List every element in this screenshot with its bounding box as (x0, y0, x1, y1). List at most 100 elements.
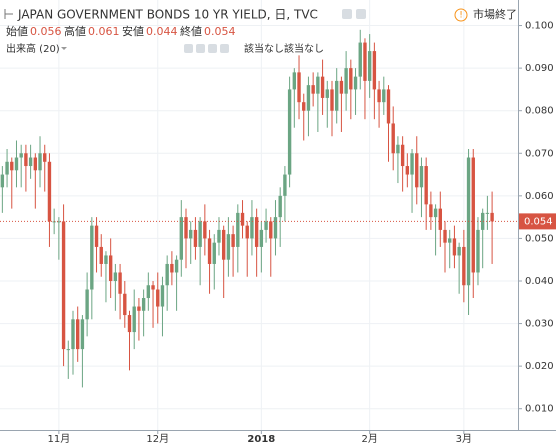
candle-body (339, 80, 344, 94)
candle-body (372, 51, 377, 90)
candle-body (151, 285, 155, 290)
candle-body (108, 255, 113, 281)
candle-body (452, 238, 457, 256)
candle-body (311, 85, 315, 94)
open-label: 始値 (6, 24, 28, 38)
candle-body (250, 217, 254, 239)
candle-body (462, 246, 466, 286)
icon[interactable] (356, 9, 366, 19)
y-tick-label: 0.090 (525, 63, 554, 74)
candle-body (5, 161, 9, 175)
icon[interactable] (196, 44, 205, 53)
candle-body (127, 315, 132, 333)
close-label: 終値 (180, 24, 202, 38)
candle-body (377, 89, 381, 103)
candle-body (118, 272, 122, 294)
candle-body (490, 212, 494, 222)
candle-body (448, 238, 452, 243)
candle-body (193, 229, 198, 247)
candle-body (236, 212, 240, 247)
y-tick-label: 0.100 (525, 21, 554, 32)
candle-body (141, 298, 146, 311)
candle-body (189, 229, 193, 239)
candle-body (160, 285, 165, 307)
candle-body (184, 217, 188, 239)
candle-body (480, 212, 485, 230)
candle-body (212, 242, 216, 264)
high-value: 0.061 (88, 25, 120, 38)
candle-body (485, 212, 490, 214)
candle-body (433, 208, 438, 218)
candle-body (14, 157, 19, 171)
candle-body (344, 68, 348, 94)
candle-body (259, 229, 264, 247)
x-tick-label: 11月 (47, 433, 70, 445)
candle-body (66, 349, 70, 351)
candle-body (94, 225, 99, 247)
candle-body (382, 89, 386, 103)
low-label: 安値 (122, 24, 144, 38)
candle-body (325, 89, 329, 98)
volume-value: 該当なし (284, 42, 324, 55)
candle-body (316, 76, 320, 94)
candle-body (396, 144, 400, 154)
candle-body (297, 72, 301, 103)
x-tick-label: 2月 (361, 433, 377, 445)
icon[interactable] (184, 44, 193, 53)
candle-body (38, 153, 42, 171)
candle-body (358, 42, 362, 77)
candle-body (57, 221, 61, 223)
candle-body (137, 306, 141, 311)
candle-body (429, 204, 433, 218)
candle-body (99, 246, 103, 264)
x-tick-label: 12月 (146, 433, 169, 445)
last-price-badge (519, 213, 556, 230)
candle-body (174, 259, 179, 273)
icon[interactable] (342, 9, 352, 19)
candle-body (43, 153, 47, 162)
y-tick-label: 0.050 (525, 233, 554, 244)
candle-body (457, 246, 461, 256)
axes: 0.010 0.020 0.030 0.040 0.050 0.060 0.070 0.080… (47, 21, 556, 445)
icon[interactable] (208, 44, 217, 53)
y-tick-label: 0.040 (525, 276, 554, 287)
candle-body (90, 225, 94, 290)
chart-title: JAPAN GOVERNMENT BONDS 10 YR YIELD, 日, T… (17, 8, 318, 22)
candle-body (269, 221, 273, 239)
candle-body (419, 166, 424, 188)
candle-body (231, 234, 235, 247)
icon[interactable] (220, 44, 229, 53)
candle-body (80, 319, 85, 350)
candle-body (320, 76, 325, 98)
candle-body (438, 208, 442, 230)
candle-body (415, 153, 419, 188)
candle-body (363, 42, 367, 81)
candle-body (198, 221, 202, 247)
candle-body (71, 319, 75, 350)
candle-body (283, 174, 287, 196)
candle-body (273, 217, 278, 239)
y-tick-label: 0.070 (525, 148, 554, 159)
candle-body (146, 285, 151, 299)
last-price-label: 0.054 (524, 216, 553, 227)
market-status: 市場終了 (473, 7, 517, 21)
volume-value: 該当なし (244, 42, 284, 55)
candle-body (165, 263, 169, 286)
candle-body (330, 89, 334, 111)
candle-body (254, 217, 259, 247)
grid (0, 0, 518, 430)
close-value: 0.054 (204, 25, 236, 38)
candle-body (476, 229, 480, 273)
candle-body (405, 166, 410, 175)
dropdown-icon[interactable] (61, 47, 67, 50)
candle-body (28, 157, 33, 167)
y-tick-label: 0.060 (525, 191, 554, 202)
y-tick-label: 0.030 (525, 319, 554, 330)
candle-body (113, 272, 118, 281)
candle-body (24, 153, 28, 167)
chart-icon (4, 9, 13, 19)
candle-body (132, 306, 136, 333)
low-value: 0.044 (146, 25, 178, 38)
candle-body (207, 238, 212, 264)
